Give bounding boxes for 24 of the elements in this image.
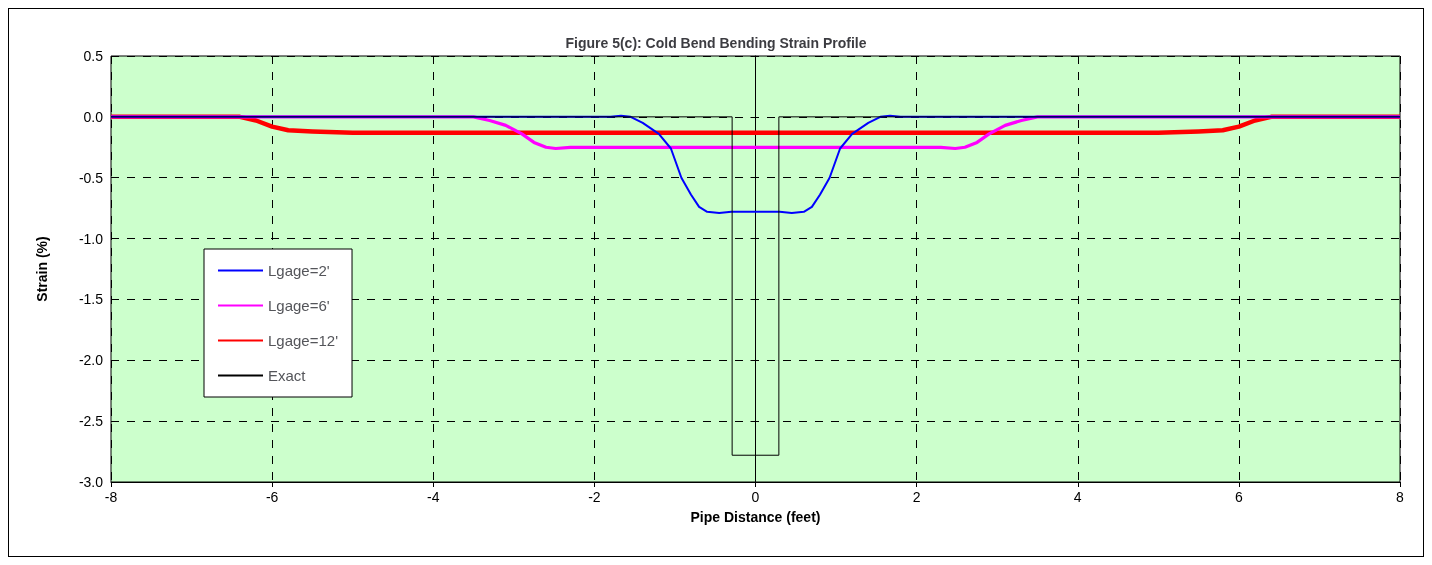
x-axis-title: Pipe Distance (feet) xyxy=(690,509,821,525)
x-tick-label: 6 xyxy=(1234,489,1243,505)
legend-label: Lgage=2' xyxy=(268,262,330,279)
y-tick-label: -0.5 xyxy=(78,169,104,186)
y-tick-label: -1.5 xyxy=(78,291,104,308)
x-tick-label: -4 xyxy=(427,489,440,505)
legend-label: Lgage=6' xyxy=(268,297,330,314)
x-tick-label: 0 xyxy=(751,489,760,505)
y-tick-label: -2.0 xyxy=(78,352,104,369)
chart-title: Figure 5(c): Cold Bend Bending Strain Profile xyxy=(565,35,867,51)
y-axis-title: Strain (%) xyxy=(34,236,50,302)
x-tick-label: -2 xyxy=(588,489,601,505)
y-tick-label: 0.5 xyxy=(83,48,104,64)
x-tick-label: 4 xyxy=(1073,489,1082,505)
y-tick-label: 0.0 xyxy=(83,108,104,125)
y-tick-label: -1.0 xyxy=(78,230,104,247)
y-tick-label: -2.5 xyxy=(78,413,104,430)
y-tick-label: -3.0 xyxy=(78,474,104,490)
legend-label: Lgage=12' xyxy=(268,332,339,349)
legend-label: Exact xyxy=(268,367,307,384)
x-tick-label: 2 xyxy=(912,489,921,505)
x-tick-label: -6 xyxy=(265,489,279,505)
x-tick-label: 8 xyxy=(1396,489,1405,505)
x-tick-label: -8 xyxy=(104,489,118,505)
